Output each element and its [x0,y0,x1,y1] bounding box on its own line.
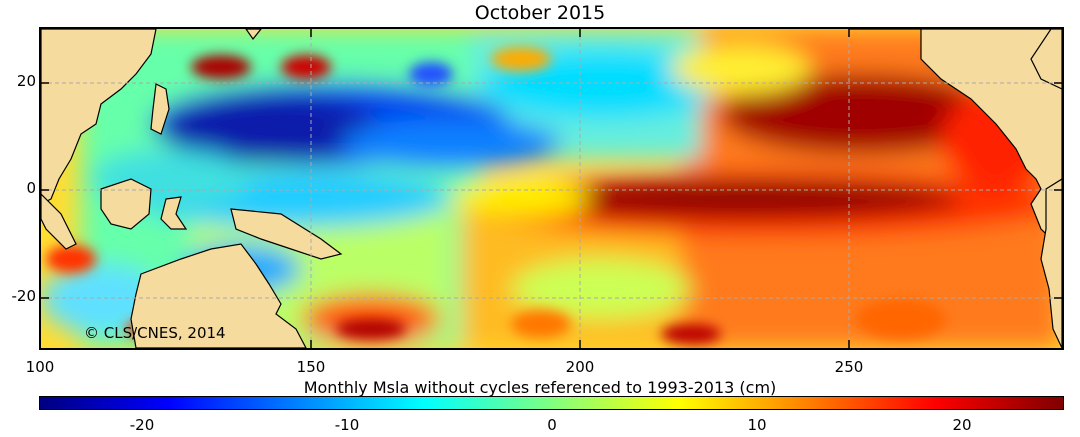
map-title: October 2015 [474,2,606,24]
colorbar-title: Monthly Msla without cycles referenced t… [303,378,777,397]
y-tick-label: 20 [16,72,36,90]
copyright-notice: © CLS/CNES, 2014 [84,324,226,342]
land-masses [41,29,1062,348]
x-tick-label: 100 [25,358,55,376]
map-ticks [41,29,1062,348]
colorbar-tick-label: 10 [747,416,767,434]
x-tick-label: 200 [565,358,595,376]
graticule [41,29,1062,348]
y-tick-label: 0 [26,179,36,197]
sea-level-anomaly-map [41,29,1062,348]
x-tick-label: 250 [834,358,864,376]
colorbar-tick-label: -20 [129,416,155,434]
anomaly-detail [46,40,1046,344]
x-tick-label: 150 [296,358,326,376]
anomaly-field [41,29,1061,348]
colorbar-tick-label: 20 [952,416,972,434]
y-tick-label: -20 [11,287,37,305]
map-frame [39,27,1064,350]
colorbar-tick-label: -10 [334,416,360,434]
colorbar-tick-label: 0 [547,416,557,434]
colorbar [39,396,1064,410]
